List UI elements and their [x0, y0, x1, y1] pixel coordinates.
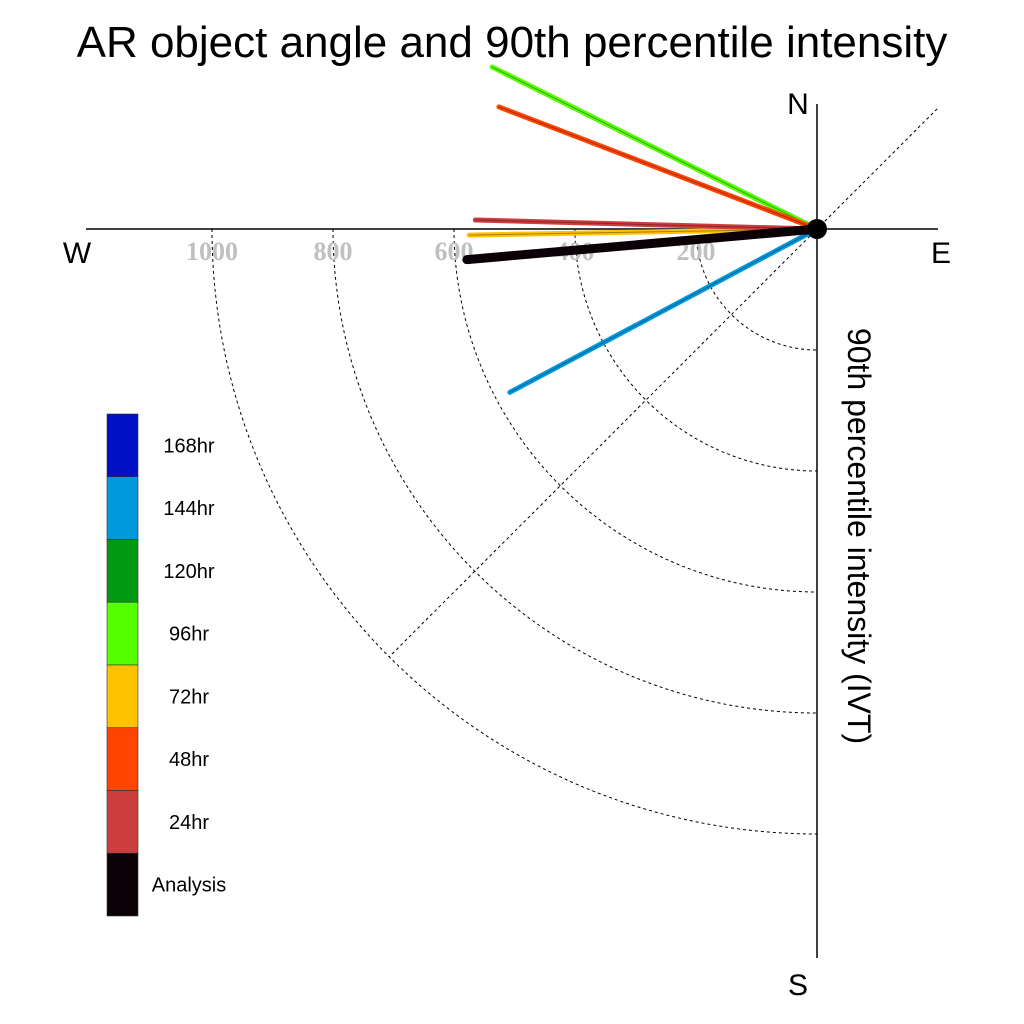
legend-swatch-analysis: [106, 852, 139, 917]
legend: 168hr 144hr 120hr 96hr 72hr 48hr 24hr Analysis: [106, 413, 226, 917]
compass-east-label: E: [931, 237, 951, 270]
legend-label-96hr: 96hr: [169, 624, 209, 646]
legend-label-168hr: 168hr: [163, 435, 214, 457]
vector-core-96hr-0: [491, 66, 818, 230]
grid-arc-200: [695, 228, 818, 351]
legend-swatch-168hr: [106, 413, 139, 478]
legend-swatch-24hr: [106, 790, 139, 854]
legend-swatch-96hr: [106, 601, 139, 666]
legend-swatch-72hr: [106, 664, 139, 729]
vector-96hr-0: [489, 64, 820, 232]
grid-layer: [211, 108, 938, 835]
y-axis-label: 90th percentile intensity (IVT): [841, 328, 877, 744]
legend-label-48hr: 48hr: [169, 749, 209, 771]
chart-title: AR object angle and 90th percentile inte…: [77, 18, 948, 67]
legend-label-24hr: 24hr: [169, 812, 209, 834]
vector-core-24hr-0: [475, 219, 818, 230]
grid-arc-600: [453, 228, 818, 593]
legend-label-120hr: 120hr: [163, 561, 214, 583]
legend-swatch-120hr: [106, 539, 139, 603]
compass-west-label: W: [63, 237, 92, 270]
vectors-layer: [462, 64, 822, 395]
legend-swatch-48hr: [106, 727, 139, 791]
radial-tick-1000: 1000: [186, 237, 238, 266]
legend-label-144hr: 144hr: [163, 498, 214, 520]
grid-arc-400: [574, 228, 818, 472]
radial-tick-800: 800: [314, 237, 353, 266]
vector-144hr-0: [507, 226, 820, 395]
origin-marker: [807, 219, 827, 239]
vector-24hr-0: [472, 217, 820, 232]
vector-48hr-0: [496, 104, 820, 232]
compass-north-label: N: [787, 88, 809, 121]
vector-core-48hr-0: [498, 106, 818, 230]
legend-label-72hr: 72hr: [169, 686, 209, 708]
vector-analysis-0: [462, 224, 822, 265]
legend-label-analysis: Analysis: [152, 875, 226, 897]
legend-swatch-144hr: [106, 476, 139, 540]
vector-core-144hr-0: [509, 228, 818, 393]
compass-south-label: S: [788, 969, 808, 1002]
grid-arc-800: [332, 228, 818, 714]
